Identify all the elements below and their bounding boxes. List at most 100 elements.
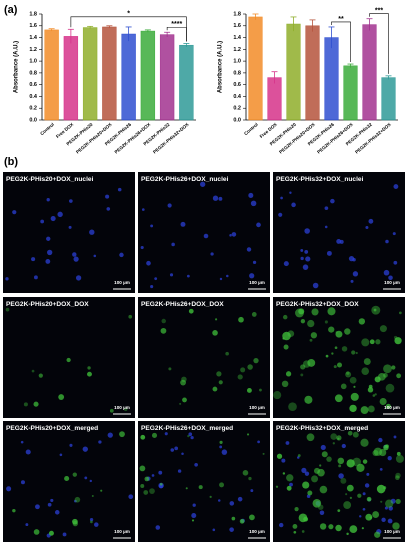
dox-signal xyxy=(312,498,322,508)
dox-signal xyxy=(374,393,377,396)
nucleus xyxy=(378,437,383,443)
dox-signal xyxy=(100,489,103,492)
dox-signal xyxy=(246,433,250,436)
dox-signal xyxy=(231,516,236,521)
dox-signal xyxy=(383,444,389,451)
dox-signal xyxy=(391,365,396,370)
nucleus xyxy=(167,203,172,208)
dox-signal xyxy=(168,367,172,371)
x-tick-label: PEG2K-PHis32+DOX xyxy=(354,121,392,154)
dox-signal xyxy=(90,520,93,524)
y-tick-label: 1.4 xyxy=(233,35,242,41)
dox-signal xyxy=(304,395,313,404)
nucleus xyxy=(279,522,284,528)
dox-signal xyxy=(249,514,255,521)
dox-signal xyxy=(144,476,150,482)
nucleus xyxy=(119,252,124,258)
dox-signal xyxy=(369,339,375,345)
nucleus xyxy=(68,225,72,229)
dox-signal xyxy=(345,371,352,378)
y-tick-label: 0.2 xyxy=(233,106,241,112)
y-tick-label: 0.8 xyxy=(29,70,37,76)
nucleus xyxy=(105,194,110,199)
bar xyxy=(286,23,301,121)
nucleus xyxy=(174,446,179,451)
nucleus xyxy=(150,285,154,289)
nucleus xyxy=(73,256,79,262)
nucleus xyxy=(392,232,396,236)
nucleus xyxy=(365,226,369,230)
nucleus xyxy=(25,523,29,527)
dox-signal xyxy=(66,357,71,363)
scale-bar-label: 100 µm xyxy=(249,529,265,534)
nucleus xyxy=(229,527,234,532)
dox-signal xyxy=(311,475,319,483)
nucleus xyxy=(50,498,54,502)
dox-signal xyxy=(341,346,348,352)
nucleus xyxy=(212,528,216,532)
dox-signal xyxy=(72,518,78,525)
dox-signal xyxy=(187,434,190,438)
y-tick-label: 1.6 xyxy=(29,23,37,29)
dox-signal xyxy=(394,337,402,345)
dox-signal xyxy=(58,394,65,400)
y-tick-label: 0.0 xyxy=(29,117,37,123)
nucleus xyxy=(154,277,158,281)
dox-signal xyxy=(335,524,342,532)
dox-signal xyxy=(179,402,182,405)
significance-bracket xyxy=(369,13,389,74)
dox-signal xyxy=(319,485,328,494)
panel-title: PEG2K-PHis20+DOX_merged xyxy=(6,425,98,432)
nucleus xyxy=(368,218,374,224)
y-tick-label: 1.8 xyxy=(29,11,37,17)
dox-signal xyxy=(349,525,358,534)
bar xyxy=(343,65,358,121)
dox-signal xyxy=(361,367,370,375)
bar xyxy=(63,36,79,121)
dox-signal xyxy=(319,523,327,530)
dox-signal xyxy=(143,490,149,495)
dox-signal xyxy=(366,496,372,502)
nucleus xyxy=(31,257,36,262)
dox-signal xyxy=(332,442,335,445)
dox-signal xyxy=(328,326,335,333)
nucleus xyxy=(141,208,145,211)
nucleus xyxy=(181,452,184,456)
nucleus xyxy=(59,453,63,457)
nucleus xyxy=(383,269,390,276)
dox-signal xyxy=(319,464,322,467)
nucleus xyxy=(338,473,344,479)
nucleus xyxy=(98,440,102,444)
dox-signal xyxy=(392,522,400,530)
micrograph xyxy=(3,297,135,418)
dox-signal xyxy=(330,433,338,440)
nucleus xyxy=(226,274,229,278)
dox-signal xyxy=(373,308,377,312)
dox-signal xyxy=(343,501,352,509)
y-tick-label: 1.2 xyxy=(29,47,37,53)
dox-signal xyxy=(180,379,186,386)
dox-signal xyxy=(328,524,334,530)
dox-signal xyxy=(300,319,306,324)
dox-signal xyxy=(326,456,332,462)
nucleus xyxy=(229,501,235,506)
nucleus xyxy=(33,275,38,280)
nucleus xyxy=(25,449,31,455)
nucleus xyxy=(140,245,144,250)
dox-signal xyxy=(91,495,94,498)
scale-bar-label: 100 µm xyxy=(384,280,400,285)
nucleus xyxy=(191,513,197,519)
nucleus xyxy=(84,476,88,480)
nucleus xyxy=(40,219,45,224)
dox-signal xyxy=(216,371,222,377)
dox-signal xyxy=(48,530,54,536)
nucleus xyxy=(289,482,293,487)
nucleus xyxy=(106,207,111,211)
y-tick-label: 1.4 xyxy=(29,35,38,41)
dox-signal xyxy=(140,484,145,488)
dox-signal xyxy=(72,472,77,477)
dox-signal xyxy=(309,338,313,342)
x-tick-label: PEG2K-PHis20+DOX xyxy=(75,121,113,154)
dox-signal xyxy=(302,481,310,489)
dox-signal xyxy=(375,339,381,345)
